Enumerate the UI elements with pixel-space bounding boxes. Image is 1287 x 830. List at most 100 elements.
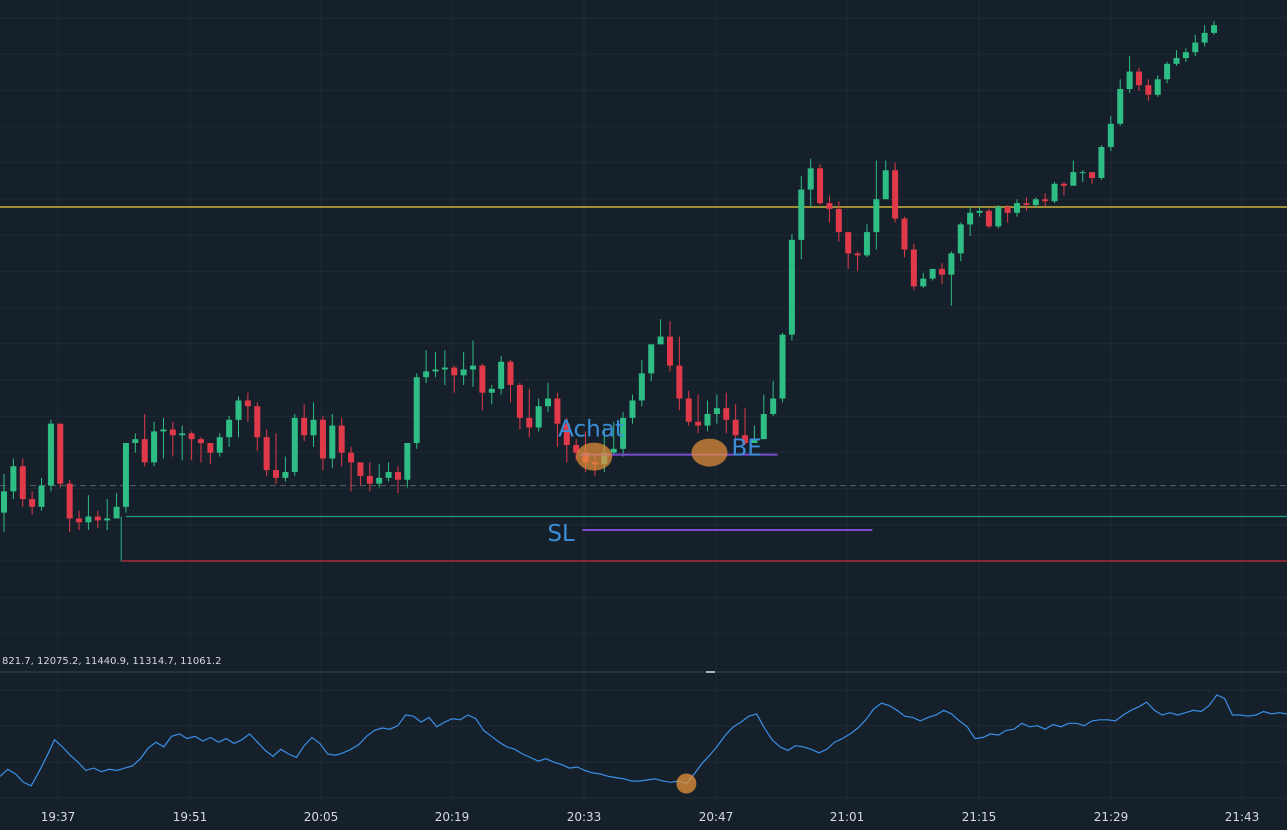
candle-body <box>29 499 36 507</box>
candle-body <box>723 408 730 420</box>
candle-body <box>873 199 880 233</box>
candle-body <box>470 365 476 370</box>
candle-body <box>38 485 45 507</box>
candle-body <box>929 268 936 279</box>
candle-body <box>413 377 420 444</box>
candle-body <box>1098 147 1105 178</box>
candle-body <box>1154 79 1161 95</box>
candle-body <box>666 336 673 366</box>
candle-body <box>995 206 1002 227</box>
candle-body <box>488 388 495 393</box>
time-tick-label: 21:43 <box>1225 810 1260 824</box>
candle-body <box>1079 172 1086 174</box>
candle-body <box>742 435 749 444</box>
candle-body <box>976 210 983 213</box>
time-tick-label: 20:47 <box>699 810 734 824</box>
candle-body <box>282 472 289 478</box>
candle-body <box>1014 203 1021 213</box>
candle-body <box>1060 183 1067 186</box>
annotation-be: BE <box>732 436 762 462</box>
candle-body <box>104 518 111 521</box>
candle-body <box>770 398 777 414</box>
candle-body <box>423 371 430 378</box>
candle-body <box>169 429 176 436</box>
candle-body <box>910 249 917 287</box>
candle-body <box>348 452 355 463</box>
breakeven-highlight <box>691 438 728 467</box>
candle-body <box>563 423 570 445</box>
candle-body <box>197 439 204 444</box>
candle-body <box>338 425 345 453</box>
candle-body <box>967 212 974 225</box>
candle-body <box>1182 52 1189 59</box>
candle-body <box>394 472 401 480</box>
candle-body <box>826 203 833 209</box>
candle-body <box>1126 71 1133 89</box>
candle-body <box>1117 88 1124 124</box>
candle-body <box>122 443 129 507</box>
candle-body <box>939 268 945 275</box>
candle-body <box>85 516 92 523</box>
candle-body <box>1135 71 1142 86</box>
candle-body <box>657 336 664 345</box>
candle-body <box>451 367 458 376</box>
time-tick-label: 20:19 <box>435 810 470 824</box>
candle-body <box>854 253 861 256</box>
candle-body <box>216 437 223 453</box>
price-levels <box>0 206 1287 562</box>
candle-body <box>310 419 317 436</box>
candle-body <box>957 224 964 254</box>
indicator-signal-highlight <box>676 773 697 794</box>
time-tick-label: 19:51 <box>173 810 208 824</box>
time-tick-label: 19:37 <box>41 810 76 824</box>
candle-body <box>254 406 261 438</box>
time-tick-label: 21:15 <box>962 810 997 824</box>
candle-body <box>479 365 486 393</box>
pane-resize-handle[interactable] <box>706 671 715 673</box>
time-tick-label: 20:33 <box>567 810 602 824</box>
candle-body <box>788 239 795 335</box>
candle-body <box>845 232 852 254</box>
candle-body <box>1145 85 1152 95</box>
candle-body <box>151 431 158 463</box>
indicator-legend: 821.7, 12075.2, 11440.9, 11314.7, 11061.… <box>2 656 221 667</box>
candle-body <box>713 408 720 414</box>
candle-body <box>385 472 392 478</box>
candle-body <box>892 170 899 219</box>
candle-body <box>1201 32 1208 43</box>
candle-body <box>376 477 383 484</box>
candle-body <box>732 419 739 436</box>
candle-body <box>863 232 870 256</box>
time-tick-label: 21:01 <box>830 810 865 824</box>
candle-body <box>985 210 992 227</box>
candle-body <box>432 369 439 372</box>
annotation-achat: Achat <box>558 417 624 443</box>
candle-body <box>507 361 514 385</box>
candle-body <box>1211 25 1218 33</box>
chart-grid <box>0 0 1287 800</box>
candle-body <box>610 448 617 453</box>
candle-body <box>807 168 814 190</box>
candle-body <box>1070 172 1077 186</box>
candle-body <box>751 439 758 444</box>
candle-body <box>535 406 542 428</box>
candle-body <box>901 218 908 250</box>
candle-body <box>329 425 336 459</box>
candle-body <box>1192 42 1199 53</box>
candle-body <box>141 439 148 463</box>
candle-body <box>1173 58 1180 64</box>
candle-body <box>76 518 83 523</box>
candle-body <box>113 506 120 519</box>
candle-body <box>817 168 824 204</box>
candle-body <box>545 398 552 407</box>
candle-body <box>94 516 101 521</box>
candle-body <box>638 373 645 401</box>
candle-body <box>366 475 373 484</box>
candle-body <box>47 423 54 486</box>
time-axis: 19:37 19:51 20:05 20:19 20:33 20:47 21:01 21:15… <box>41 810 1260 824</box>
entry-highlight <box>576 442 613 471</box>
candle-body <box>357 462 364 476</box>
candle-body <box>179 433 186 436</box>
